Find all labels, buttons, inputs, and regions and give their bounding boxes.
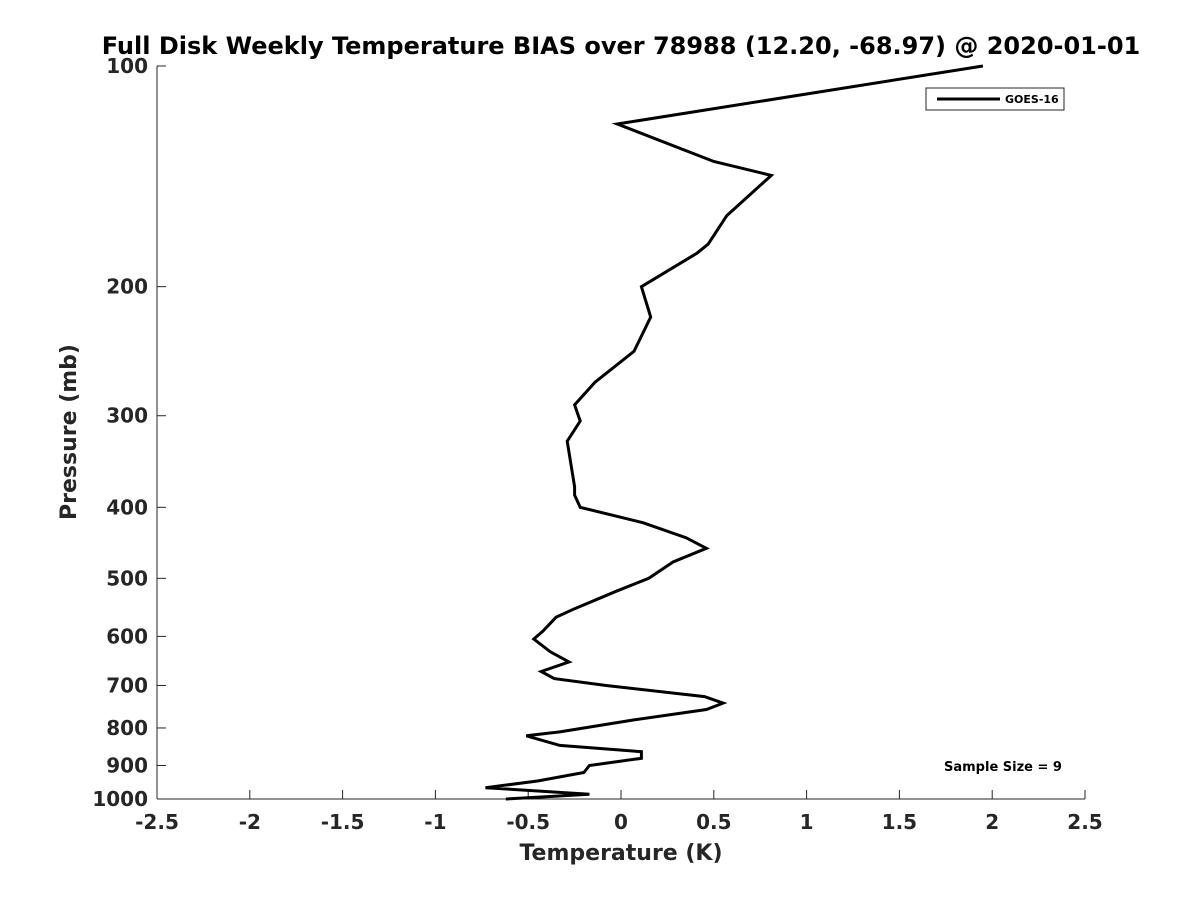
y-ticks: 100 200 300 400 500 600 700 800 900 1000 — [92, 54, 166, 811]
x-tick-label: 1 — [800, 810, 814, 834]
x-ticks: -2.5 -2 -1.5 -1 -0.5 0 0.5 1 1.5 2 2.5 — [135, 790, 1103, 834]
y-tick-label: 900 — [106, 753, 148, 777]
legend-label-goes-16: GOES-16 — [1005, 93, 1059, 106]
x-tick-label: -2 — [239, 810, 261, 834]
x-tick-label: -1 — [424, 810, 446, 834]
y-tick-label: 500 — [106, 566, 148, 590]
x-tick-label: -1.5 — [321, 810, 365, 834]
y-tick-label: 1000 — [92, 787, 148, 811]
x-tick-label: 0 — [614, 810, 628, 834]
y-tick-label: 600 — [106, 624, 148, 648]
y-tick-label: 400 — [106, 495, 148, 519]
x-tick-label: 1.5 — [882, 810, 917, 834]
legend: GOES-16 — [925, 87, 1065, 111]
y-tick-label: 800 — [106, 716, 148, 740]
x-tick-label: 2 — [985, 810, 999, 834]
sample-size-annotation: Sample Size = 9 — [944, 760, 1062, 775]
series-line-goes-16 — [485, 64, 984, 801]
y-tick-label: 700 — [106, 673, 148, 697]
y-tick-label: 300 — [106, 404, 148, 428]
x-tick-label: -2.5 — [135, 810, 179, 834]
chart-title: Full Disk Weekly Temperature BIAS over 7… — [102, 32, 1141, 60]
x-axis-title: Temperature (K) — [519, 841, 722, 866]
x-tick-label: 2.5 — [1067, 810, 1102, 834]
x-tick-label: 0.5 — [696, 810, 731, 834]
y-tick-label: 100 — [106, 54, 148, 78]
y-tick-label: 200 — [106, 275, 148, 299]
series-lines — [485, 64, 984, 801]
x-tick-label: -0.5 — [506, 810, 550, 834]
y-axis-title: Pressure (mb) — [57, 344, 82, 520]
